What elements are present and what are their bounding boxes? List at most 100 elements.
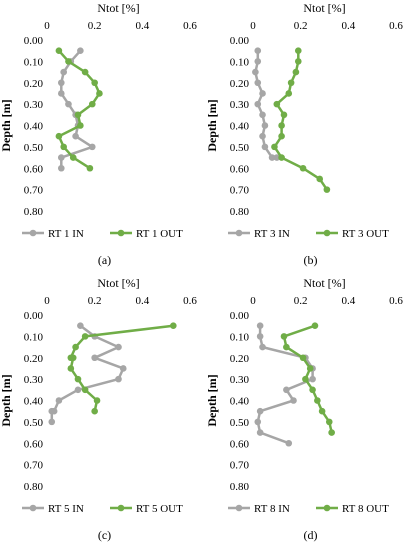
legend-marker xyxy=(29,504,37,512)
chart-title: Ntot [%] xyxy=(97,1,139,15)
y-tick-label: 0.30 xyxy=(24,374,44,386)
data-point xyxy=(91,354,98,362)
series-line-in xyxy=(50,324,125,422)
y-tick-label: 0.40 xyxy=(230,121,250,133)
data-point xyxy=(283,386,290,394)
data-point xyxy=(280,333,288,340)
data-point xyxy=(65,100,72,108)
data-point xyxy=(254,58,262,65)
data-point xyxy=(278,132,285,140)
x-tick-label: 0.4 xyxy=(341,295,355,307)
y-tick-label: 0.60 xyxy=(24,438,44,450)
data-point xyxy=(74,386,82,394)
data-point xyxy=(67,365,75,372)
legend-label: RT 8 IN xyxy=(254,503,290,515)
y-axis-label: Depth [m] xyxy=(0,99,13,151)
legend-label: RT 8 OUT xyxy=(342,503,389,515)
data-point xyxy=(74,111,82,119)
data-point xyxy=(299,354,307,362)
y-tick-label: 0.40 xyxy=(24,121,44,133)
legend-label: RT 3 IN xyxy=(254,228,290,240)
data-point xyxy=(256,429,264,436)
data-point xyxy=(115,343,122,351)
legend-marker xyxy=(323,504,331,512)
legend-marker xyxy=(235,504,243,512)
y-tick-label: 0.80 xyxy=(24,481,44,493)
data-point xyxy=(309,375,316,383)
data-point xyxy=(306,365,314,372)
data-point xyxy=(285,90,293,97)
data-point xyxy=(77,47,84,54)
data-point xyxy=(81,333,89,340)
data-point xyxy=(256,333,264,340)
legend-label: RT 5 OUT xyxy=(136,503,183,515)
data-point xyxy=(283,343,290,351)
data-point xyxy=(77,322,84,329)
data-point xyxy=(261,143,269,151)
legend-label: RT 5 IN xyxy=(48,503,84,515)
legend-marker xyxy=(117,229,125,237)
data-point xyxy=(273,100,281,108)
data-point xyxy=(81,386,89,394)
data-point xyxy=(86,164,94,172)
data-point xyxy=(91,79,98,87)
data-point xyxy=(55,397,63,404)
y-tick-label: 0.70 xyxy=(24,460,44,472)
data-point xyxy=(48,418,56,426)
y-tick-label: 0.50 xyxy=(230,142,250,154)
data-point xyxy=(323,186,331,193)
data-point xyxy=(299,164,307,172)
data-point xyxy=(58,90,65,97)
y-tick-label: 0.20 xyxy=(230,353,250,365)
data-point xyxy=(93,397,101,404)
x-tick-label: 0.6 xyxy=(389,20,403,32)
data-point xyxy=(55,132,63,140)
y-tick-label: 0.20 xyxy=(24,78,44,90)
data-point xyxy=(328,429,335,436)
x-tick-label: 0 xyxy=(250,20,256,32)
y-tick-label: 0.10 xyxy=(230,331,250,343)
y-tick-label: 0.00 xyxy=(24,35,44,47)
data-point xyxy=(294,47,302,54)
legend-marker xyxy=(323,229,331,237)
y-tick-label: 0.70 xyxy=(230,460,250,472)
x-tick-label: 0.4 xyxy=(135,295,149,307)
chart-title: Ntot [%] xyxy=(303,276,345,290)
y-tick-label: 0.70 xyxy=(230,185,250,197)
y-tick-label: 0.00 xyxy=(230,35,250,47)
data-point xyxy=(91,407,98,415)
y-tick-label: 0.70 xyxy=(24,185,44,197)
y-axis-label: Depth [m] xyxy=(205,374,219,426)
x-tick-label: 0.2 xyxy=(294,20,308,32)
data-point xyxy=(290,397,297,404)
data-point xyxy=(69,154,77,161)
series-line-out xyxy=(69,324,174,412)
chart-title: Ntot [%] xyxy=(303,1,345,15)
data-point xyxy=(278,122,285,129)
data-point xyxy=(309,386,316,394)
x-tick-label: 0.2 xyxy=(88,20,102,32)
legend-label: RT 3 OUT xyxy=(342,228,389,240)
data-point xyxy=(96,90,103,97)
legend-label: RT 1 OUT xyxy=(136,228,183,240)
data-point xyxy=(81,68,89,76)
data-point xyxy=(58,79,65,87)
data-point xyxy=(271,143,278,151)
y-tick-label: 0.80 xyxy=(24,206,44,218)
data-point xyxy=(69,354,77,362)
data-point xyxy=(278,154,285,161)
data-point xyxy=(311,322,319,329)
data-point xyxy=(252,68,259,76)
panel-label: (b) xyxy=(304,253,318,267)
data-point xyxy=(72,343,79,351)
chart-panel-4: Ntot [%] 0 0.2 0.4 0.6 0.00 0.10 0.20 0.30 0.40 0.… xyxy=(205,276,403,542)
data-point xyxy=(259,343,266,351)
x-tick-label: 0.4 xyxy=(135,20,149,32)
y-tick-label: 0.30 xyxy=(230,99,250,111)
data-point xyxy=(254,47,262,54)
x-tick-label: 0 xyxy=(44,20,50,32)
chart-panel-2: Ntot [%] 0 0.2 0.4 0.6 0.00 0.10 0.20 0.30 0.40 0.… xyxy=(205,1,403,267)
data-point xyxy=(280,111,288,119)
data-point xyxy=(314,397,321,404)
data-point xyxy=(254,100,262,108)
